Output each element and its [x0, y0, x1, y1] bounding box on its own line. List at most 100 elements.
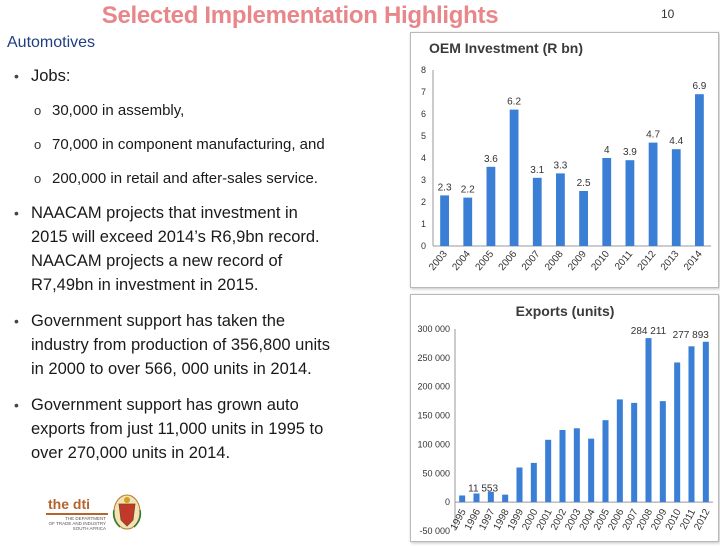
export-bar-1997	[487, 491, 494, 503]
y-tick-label: 8	[421, 65, 426, 75]
oem-investment-svg: OEM Investment (R bn) 0 1 2 3 4 5 6 7 8 2.3 2003 2.…	[421, 40, 711, 273]
export-bar-2009	[659, 401, 666, 503]
export-bar-2012	[702, 341, 709, 503]
y-tick-label: 7	[421, 87, 426, 97]
export-bar-1996	[473, 493, 480, 503]
x-tick-label: 2012	[636, 249, 659, 273]
page-number: 10	[661, 7, 675, 21]
sub-bullet-text: 30,000 in assembly,	[52, 102, 185, 119]
y-tick-label: 150 000	[417, 411, 450, 421]
export-bar-2005	[602, 420, 609, 503]
export-bar-1995	[459, 495, 466, 503]
bullet-exports-text: Government support has grown auto export…	[31, 393, 397, 465]
export-bar-2004	[588, 438, 595, 503]
export-bar-1998	[502, 494, 509, 503]
x-tick-label: 2011	[613, 249, 636, 273]
logo-line-3: SOUTH AFRICA	[73, 526, 106, 531]
bullet-naacam-text: NAACAM projects that investment in 2015 …	[31, 201, 397, 297]
logo-line-2: OF TRADE AND INDUSTRY	[49, 521, 106, 526]
y-tick-label: 300 000	[417, 324, 450, 334]
export-bar-2010	[674, 362, 681, 503]
oem-bar-2011	[625, 160, 635, 246]
x-tick-label: 2007	[520, 249, 543, 273]
data-label: 3.1	[530, 165, 544, 176]
chart-title: Exports (units)	[516, 303, 615, 319]
data-label: 2.5	[577, 178, 591, 189]
export-bar-2006	[616, 399, 623, 503]
data-annotation: 277 893	[673, 330, 710, 341]
text-line: industry from production of 356,800 unit…	[31, 336, 331, 354]
y-tick-label: 2	[421, 197, 426, 207]
x-tick-label: 2004	[450, 249, 473, 273]
bullet-dot-icon: •	[14, 68, 19, 84]
oem-bar-2014	[695, 94, 704, 246]
y-tick-label: 0	[421, 241, 426, 251]
oem-bar-2003	[440, 195, 449, 246]
y-tick-label: 250 000	[417, 353, 450, 363]
dti-logo-svg: the dti THE DEPARTMENT OF TRADE AND INDU…	[46, 494, 142, 531]
export-bar-1999	[516, 467, 523, 503]
text-line: NAACAM projects that investment in	[31, 204, 298, 222]
data-label: 2.3	[438, 182, 452, 193]
y-tick-label: 100 000	[417, 439, 450, 449]
text-line: over 270,000 units in 2014.	[31, 444, 231, 462]
text-line: NAACAM projects a new record of	[31, 252, 283, 270]
x-tick-label: 2005	[473, 249, 496, 273]
logo-wordmark: the dti	[48, 496, 90, 512]
oem-bar-2006	[509, 109, 519, 246]
bullet-dot-icon: •	[14, 397, 19, 413]
text-line: Government support has taken the	[31, 312, 286, 330]
x-tick-label: 2009	[566, 249, 589, 273]
y-tick-label: 6	[421, 109, 426, 119]
section-heading: Automotives	[7, 34, 96, 51]
y-tick-label: 200 000	[417, 382, 450, 392]
export-bar-2008	[645, 338, 652, 503]
export-bar-2001	[545, 439, 552, 503]
data-label: 3.6	[484, 154, 498, 165]
x-tick-label: 2010	[589, 249, 612, 273]
oem-investment-chart: OEM Investment (R bn) 0 1 2 3 4 5 6 7 8 2.3 2003 2.…	[410, 32, 719, 288]
y-tick-label: 4	[421, 153, 426, 163]
exports-chart: Exports (units) -50 000 0 50 000 100 000 150…	[410, 294, 719, 542]
oem-bar-2010	[602, 158, 612, 246]
oem-bar-2004	[463, 197, 473, 246]
oem-bar-2008	[556, 173, 565, 246]
y-tick-label: 0	[445, 497, 450, 507]
y-tick-label: 3	[421, 175, 426, 185]
text-line: in 2000 to over 566, 000 units in 2014.	[31, 360, 312, 378]
y-tick-label: 5	[421, 131, 426, 141]
coat-of-arms-icon	[112, 494, 142, 530]
logo-rule	[46, 513, 108, 515]
circle-bullet-icon: o	[34, 103, 42, 118]
circle-bullet-icon: o	[34, 171, 42, 186]
x-tick-label: 2012	[692, 507, 712, 532]
oem-bar-2012	[648, 142, 658, 246]
y-tick-label: 50 000	[422, 468, 450, 478]
data-label: 6.9	[692, 81, 706, 92]
bullet-dot-icon: •	[14, 313, 19, 329]
sub-bullet-text: 200,000 in retail and after-sales servic…	[52, 170, 318, 187]
bullet-jobs-text: Jobs:	[31, 67, 71, 85]
x-tick-label: 2006	[497, 249, 520, 273]
y-tick-label: -50 000	[419, 526, 450, 536]
export-bar-2011	[688, 346, 695, 503]
chart-title: OEM Investment (R bn)	[429, 40, 583, 56]
x-tick-label: 2003	[427, 249, 450, 273]
data-annotation: 284 211	[631, 326, 667, 337]
bullet-dot-icon: •	[14, 205, 19, 221]
export-bar-2000	[530, 462, 537, 503]
data-label: 6.2	[507, 97, 521, 108]
x-tick-label: 2008	[543, 249, 566, 273]
sub-bullet-text: 70,000 in component manufacturing, and	[52, 136, 325, 153]
export-bar-2007	[631, 402, 638, 503]
x-tick-label: 2014	[682, 249, 705, 273]
data-label: 3.9	[623, 147, 637, 158]
export-bar-2003	[573, 428, 580, 503]
export-bar-2002	[559, 430, 566, 503]
oem-bar-2009	[579, 191, 588, 246]
data-label: 4	[604, 145, 610, 156]
text-line: Government support has grown auto	[31, 396, 299, 414]
data-label: 4.7	[646, 130, 660, 141]
oem-bar-2005	[486, 166, 496, 246]
data-label: 2.2	[461, 185, 475, 196]
